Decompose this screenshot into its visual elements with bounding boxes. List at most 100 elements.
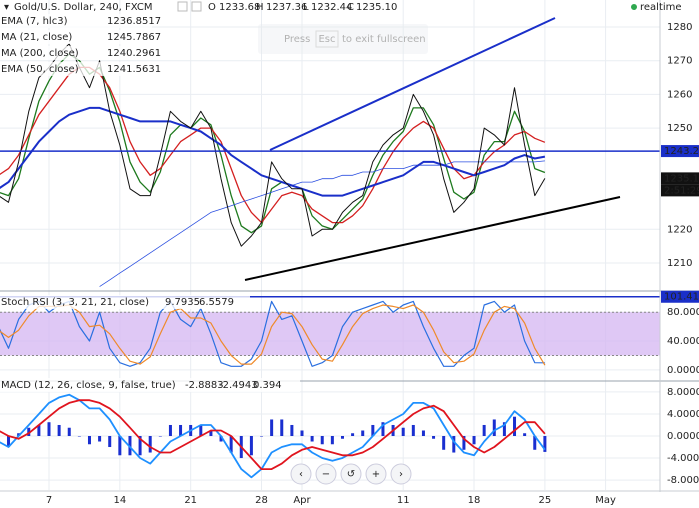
histogram-bar xyxy=(411,424,415,436)
histogram-bar xyxy=(17,433,21,436)
trend-line xyxy=(269,17,556,151)
histogram-bar xyxy=(98,436,102,442)
y-tick-label: 1270 xyxy=(667,56,692,67)
histogram-bar xyxy=(118,436,122,456)
histogram-bar xyxy=(57,424,61,436)
legend-value: 6.5579 xyxy=(199,297,234,308)
nav-next[interactable] xyxy=(390,463,412,485)
ohlc-key: L xyxy=(303,2,309,13)
y-tick-label: 1210 xyxy=(667,258,692,269)
histogram-bar xyxy=(310,436,314,442)
legend-value: 0.394 xyxy=(253,380,282,391)
nav-icon: ‹ xyxy=(299,469,303,480)
legend-value: 1245.7867 xyxy=(107,32,161,43)
legend-title: Stoch RSI (3, 3, 21, 21, close) xyxy=(1,297,149,308)
legend-name: EMA (50, close) xyxy=(1,64,79,75)
key-box xyxy=(315,30,339,48)
legend-value: 1241.5631 xyxy=(107,64,161,75)
histogram-bar xyxy=(361,430,365,436)
nav-icon: − xyxy=(322,469,330,480)
y-tick-label: 8.0000 xyxy=(667,387,699,398)
y-tick-label: 4.0000 xyxy=(667,409,699,420)
legend-bg xyxy=(0,62,152,76)
y-tick-label: -8.0000 xyxy=(667,475,699,486)
x-tick-label: 11 xyxy=(397,495,410,506)
histogram-bar xyxy=(209,430,213,436)
pane xyxy=(0,393,547,479)
price-label: 101.416 xyxy=(664,292,699,303)
x-tick-label: 21 xyxy=(184,495,197,506)
histogram-bar xyxy=(260,436,264,437)
series-line xyxy=(0,304,546,366)
series-line xyxy=(0,43,546,247)
series-line xyxy=(99,160,545,287)
histogram-bar xyxy=(513,416,517,436)
nav-zoom-out[interactable] xyxy=(315,463,337,485)
hint-text: Press xyxy=(284,34,310,45)
status-dot xyxy=(631,4,637,10)
ohlc-value: 1232.44 xyxy=(311,2,352,13)
x-tick-label: Apr xyxy=(293,495,311,506)
histogram-bar xyxy=(300,430,304,436)
histogram-bar xyxy=(421,430,425,436)
nav-reset[interactable] xyxy=(340,463,362,485)
legend-name: MA (21, close) xyxy=(1,32,72,43)
legend-bg xyxy=(0,14,152,28)
price-label-box xyxy=(661,172,699,185)
y-tick-label: -4.0000 xyxy=(667,453,699,464)
histogram-bar xyxy=(229,436,233,453)
histogram-bar xyxy=(371,424,375,436)
price-label: 1235.10 xyxy=(664,173,699,184)
hint-box xyxy=(258,24,428,54)
legend-value: 1236.8517 xyxy=(107,16,161,27)
histogram-bar xyxy=(280,419,284,436)
histogram-bar xyxy=(351,433,355,436)
legend-value: -2.4943 xyxy=(219,380,258,391)
series-line xyxy=(0,399,546,470)
histogram-bar xyxy=(168,424,172,436)
ohlc-key: O xyxy=(208,2,216,13)
y-tick-label: 80.0000 xyxy=(667,307,699,318)
legend-title: MACD (12, 26, close, 9, false, true) xyxy=(1,380,176,391)
nav-buttons: ‹ − ↺ + › xyxy=(290,463,412,485)
x-tick-label: 7 xyxy=(46,495,52,506)
histogram-bar xyxy=(452,436,456,453)
band xyxy=(0,312,660,356)
histogram-bar xyxy=(330,436,334,445)
nav-zoom-in[interactable] xyxy=(365,463,387,485)
fullscreen-hint: Press Esc to exit fullscreen xyxy=(258,24,428,54)
histogram-bar xyxy=(442,436,446,450)
ohlc-key: H xyxy=(256,2,264,13)
y-tick-label: 1220 xyxy=(667,224,692,235)
legend-value: -2.8883 xyxy=(185,380,224,391)
histogram-bar xyxy=(148,436,152,453)
histogram-bar xyxy=(27,427,31,436)
pane xyxy=(0,295,660,367)
histogram-bar xyxy=(381,422,385,436)
histogram-bar xyxy=(523,433,527,436)
histogram-bar xyxy=(87,436,91,445)
histogram-bar xyxy=(67,427,71,436)
x-tick-label: 28 xyxy=(255,495,268,506)
histogram-bar xyxy=(37,424,41,436)
icon[interactable] xyxy=(191,1,202,12)
nav-prev[interactable] xyxy=(290,463,312,485)
histogram-bar xyxy=(138,436,142,456)
ohlc-value: 1235.10 xyxy=(356,2,397,13)
icon[interactable] xyxy=(177,1,188,12)
header: ▾ Gold/U.S. Dollar, 240, FXCM O 1233.68 … xyxy=(4,1,682,13)
histogram-bar xyxy=(320,436,324,445)
status: realtime xyxy=(640,2,682,13)
histogram-bar xyxy=(7,436,11,448)
symbol-caret: ▾ xyxy=(4,2,9,13)
histogram-bar xyxy=(533,436,537,450)
series-line xyxy=(0,106,546,197)
x-tick-label: May xyxy=(595,495,616,506)
histogram-bar xyxy=(340,436,344,439)
nav-icon: + xyxy=(372,469,380,480)
histogram-bar xyxy=(77,436,81,437)
histogram-bar xyxy=(270,419,274,436)
legend-bg xyxy=(0,46,152,60)
histogram-bar xyxy=(179,424,183,436)
